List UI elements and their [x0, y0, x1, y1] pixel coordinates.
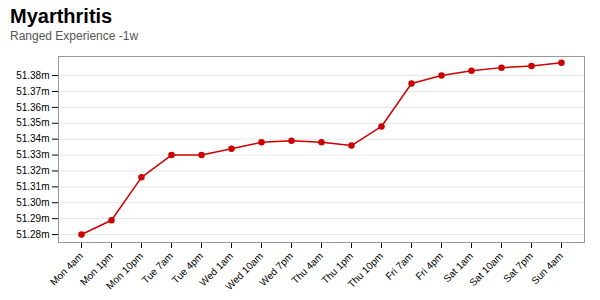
svg-text:Fri 7am: Fri 7am: [383, 250, 415, 282]
svg-text:Thu 4am: Thu 4am: [289, 250, 325, 286]
svg-text:Wed 10am: Wed 10am: [223, 250, 265, 292]
svg-text:Sat 10am: Sat 10am: [467, 250, 505, 288]
svg-text:Wed 7pm: Wed 7pm: [257, 250, 295, 288]
svg-text:51.32m: 51.32m: [16, 165, 49, 176]
svg-text:51.31m: 51.31m: [16, 181, 49, 192]
html-text:Myarthritis: Myarthritis: [10, 5, 113, 27]
svg-text:Fri 4pm: Fri 4pm: [413, 250, 446, 282]
svg-text:Sat 1am: Sat 1am: [441, 250, 476, 285]
svg-text:Wed 1am: Wed 1am: [197, 250, 236, 289]
svg-text:Mon 1pm: Mon 1pm: [77, 250, 116, 288]
svg-text:Tue 7am: Tue 7am: [140, 250, 175, 285]
svg-text:51.38m: 51.38m: [16, 70, 49, 81]
svg-text:51.29m: 51.29m: [16, 213, 49, 224]
svg-text:51.36m: 51.36m: [16, 102, 49, 113]
svg-text:51.37m: 51.37m: [16, 86, 49, 97]
svg-text:Sun 4am: Sun 4am: [529, 250, 565, 286]
svg-text:51.30m: 51.30m: [16, 197, 49, 208]
svg-text:51.33m: 51.33m: [16, 149, 49, 160]
svg-text:51.34m: 51.34m: [16, 133, 49, 144]
svg-text:Mon 4am: Mon 4am: [47, 250, 86, 288]
svg-text:Thu 1pm: Thu 1pm: [319, 250, 356, 286]
svg-text:Sat 7pm: Sat 7pm: [501, 250, 536, 285]
svg-text:Mon 10pm: Mon 10pm: [104, 250, 145, 291]
svg-text:51.28m: 51.28m: [16, 229, 49, 240]
html-text:Ranged Experience -1w: Ranged Experience -1w: [10, 29, 139, 43]
svg-text:Thu 10pm: Thu 10pm: [346, 250, 386, 290]
svg-text:Tue 4pm: Tue 4pm: [169, 250, 206, 286]
svg-text:51.35m: 51.35m: [16, 117, 49, 128]
